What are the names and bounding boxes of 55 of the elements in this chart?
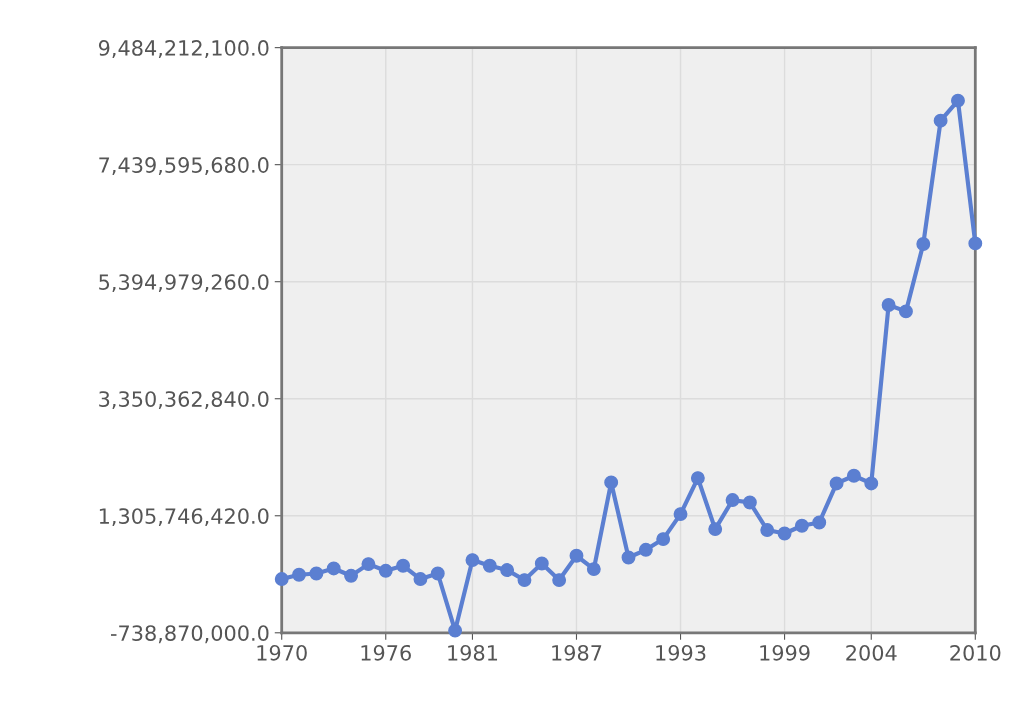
- point: [656, 532, 671, 547]
- point: [482, 558, 497, 573]
- point: [396, 558, 411, 573]
- point: [725, 493, 740, 508]
- point: [742, 495, 757, 510]
- point: [933, 113, 948, 128]
- point: [846, 468, 861, 483]
- point: [361, 557, 376, 572]
- x-tick-label: 2004: [846, 644, 897, 661]
- point: [881, 298, 896, 312]
- point: [309, 566, 324, 581]
- point: [552, 573, 567, 588]
- point: [916, 237, 931, 251]
- point: [517, 573, 532, 588]
- x-tick-label: 1970: [257, 644, 307, 661]
- point: [760, 523, 775, 537]
- point: [292, 567, 306, 582]
- point: [829, 476, 844, 491]
- point: [777, 526, 792, 541]
- point: [951, 93, 965, 108]
- point: [344, 568, 359, 583]
- y-tick-label: -738,870,000.0: [110, 625, 269, 644]
- point: [586, 562, 601, 577]
- point: [448, 623, 463, 638]
- x-tick-label: 1999: [760, 644, 810, 661]
- point: [968, 236, 983, 251]
- point: [413, 572, 428, 586]
- point: [621, 550, 636, 565]
- y-tick-label: 3,350,362,840.0: [99, 391, 269, 410]
- point: [604, 475, 619, 490]
- y-tick-label: 5,394,979,260.0: [99, 274, 269, 293]
- x-tick-label: 1987: [552, 644, 602, 661]
- point: [326, 561, 341, 576]
- x-tick-label: 2010: [950, 644, 1001, 661]
- x-tick-label: 1993: [656, 644, 706, 661]
- y-tick-label: 1,305,746,420.0: [99, 508, 269, 527]
- x-tick-label: 1976: [361, 644, 411, 661]
- x-tick-label: 1981: [448, 644, 498, 661]
- point: [534, 556, 549, 571]
- point: [500, 563, 515, 578]
- point: [465, 553, 480, 568]
- point: [794, 518, 809, 533]
- point: [898, 304, 913, 319]
- point: [673, 507, 688, 522]
- point: [638, 542, 653, 557]
- point: [708, 522, 723, 537]
- point: [274, 572, 289, 586]
- point: [812, 515, 827, 530]
- point: [430, 566, 445, 581]
- point: [690, 471, 705, 486]
- point: [378, 563, 393, 578]
- y-tick-label: 7,439,595,680.0: [99, 157, 269, 175]
- point: [864, 476, 879, 491]
- y-tick-label: 9,484,212,100.0: [98, 40, 269, 58]
- point: [569, 548, 584, 563]
